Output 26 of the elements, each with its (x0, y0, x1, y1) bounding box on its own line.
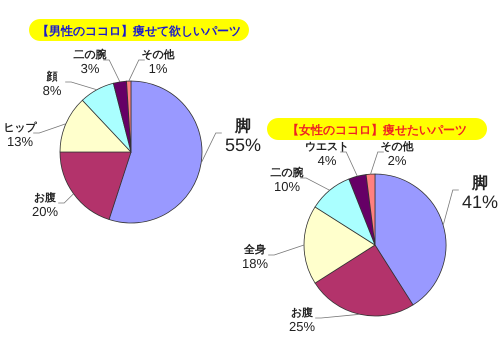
data-label: 3% (80, 61, 100, 76)
slice-label: お腹 (34, 191, 56, 204)
data-label: 10% (274, 179, 300, 194)
slice-label: 脚 (471, 174, 488, 192)
data-label: 18% (242, 256, 268, 271)
data-label: 2% (388, 153, 407, 168)
slice-label: ウエスト (305, 141, 349, 153)
data-label: 55% (224, 135, 262, 155)
chart-title: 【女性のココロ】痩せたいパーツ (287, 123, 467, 137)
data-label: 41% (462, 192, 498, 212)
slice-label: 顔 (46, 70, 58, 83)
slice-label: その他 (142, 48, 176, 61)
data-label: 25% (288, 319, 316, 334)
slice-label: 全身 (243, 243, 266, 256)
slice-label: その他 (380, 140, 414, 153)
slice-label: ヒップ (4, 121, 38, 134)
slice-label: 二の腕 (270, 166, 304, 179)
data-label: 20% (32, 204, 58, 219)
slice-label: 脚 (234, 117, 251, 135)
data-label: 13% (6, 134, 34, 149)
slice-label: 二の腕 (74, 48, 108, 61)
data-label: 8% (42, 83, 62, 98)
slice-label: お腹 (291, 306, 313, 319)
chart-title: 【男性のココロ】痩せて欲しいパーツ (37, 24, 241, 38)
data-label: 1% (148, 61, 168, 76)
data-label: 4% (318, 153, 337, 168)
